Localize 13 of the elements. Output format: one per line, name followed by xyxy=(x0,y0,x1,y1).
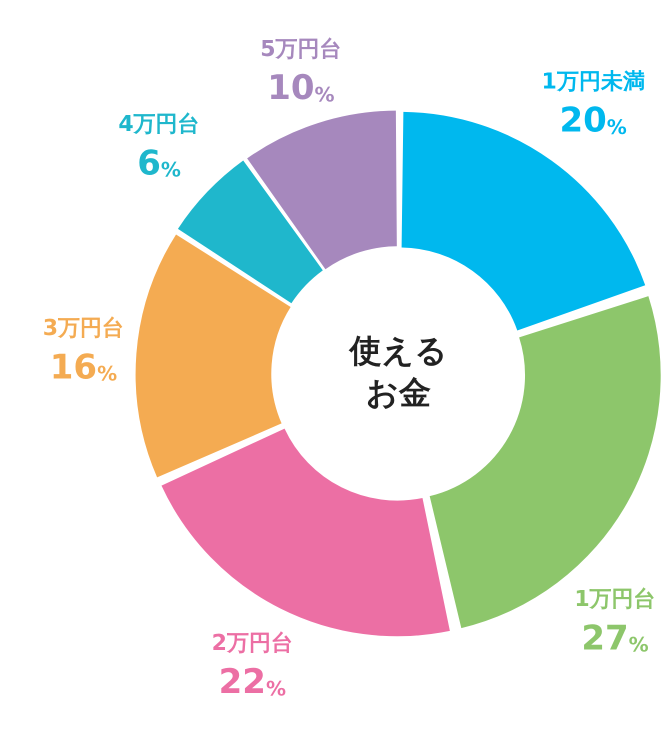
slice-label: 5万円台 xyxy=(260,37,342,62)
slice-label: 1万円台 xyxy=(574,587,656,612)
data-label: 6% xyxy=(137,143,181,184)
slice-label: 4万円台 xyxy=(118,112,200,138)
data-label: 20% xyxy=(559,100,627,140)
slice-label: 2万円台 xyxy=(212,630,293,656)
text: 使えるお金 xyxy=(348,331,448,412)
slice-label: 3万円台 xyxy=(42,316,124,342)
data-label: 27% xyxy=(581,618,649,658)
data-label: 10% xyxy=(267,68,335,108)
data-label: 22% xyxy=(218,662,286,702)
data-label: 16% xyxy=(50,347,118,388)
slice-label: 1万円未満 xyxy=(541,69,645,94)
